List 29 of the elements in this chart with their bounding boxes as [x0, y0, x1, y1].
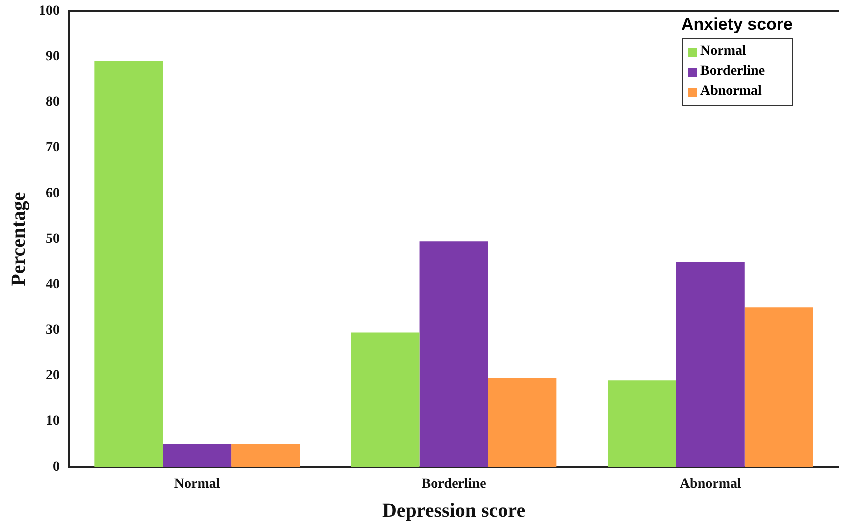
bar — [94, 62, 164, 468]
bar — [744, 308, 814, 468]
x-tick-label: Borderline — [422, 477, 486, 492]
legend-label: Abnormal — [700, 83, 762, 102]
bar — [232, 444, 300, 468]
y-tick-label: 40 — [46, 277, 60, 292]
legend-label: Normal — [700, 43, 746, 62]
y-tick-label: 20 — [46, 368, 60, 384]
x-axis-title: Depression score — [382, 500, 526, 522]
y-tick-label: 0 — [53, 460, 60, 475]
y-tick-label: 10 — [46, 414, 60, 430]
bar — [351, 332, 420, 468]
y-tick-label: 50 — [46, 232, 60, 247]
bar — [676, 262, 745, 468]
x-tick-label: Abnormal — [680, 477, 742, 492]
bar — [420, 242, 488, 468]
bar — [488, 378, 557, 468]
y-tick-label: 60 — [46, 186, 60, 202]
y-tick-label: 70 — [46, 140, 60, 156]
y-tick-label: 30 — [46, 323, 60, 338]
y-tick-label: 100 — [39, 4, 60, 20]
legend-label: Borderline — [700, 63, 766, 82]
y-tick-label: 90 — [46, 50, 60, 65]
bar — [608, 380, 676, 468]
bar — [163, 444, 232, 468]
legend-title: Anxiety score — [682, 15, 793, 36]
x-tick-label: Normal — [174, 477, 220, 492]
y-tick-label: 80 — [46, 95, 60, 110]
y-axis-title: Percentage — [8, 192, 30, 286]
